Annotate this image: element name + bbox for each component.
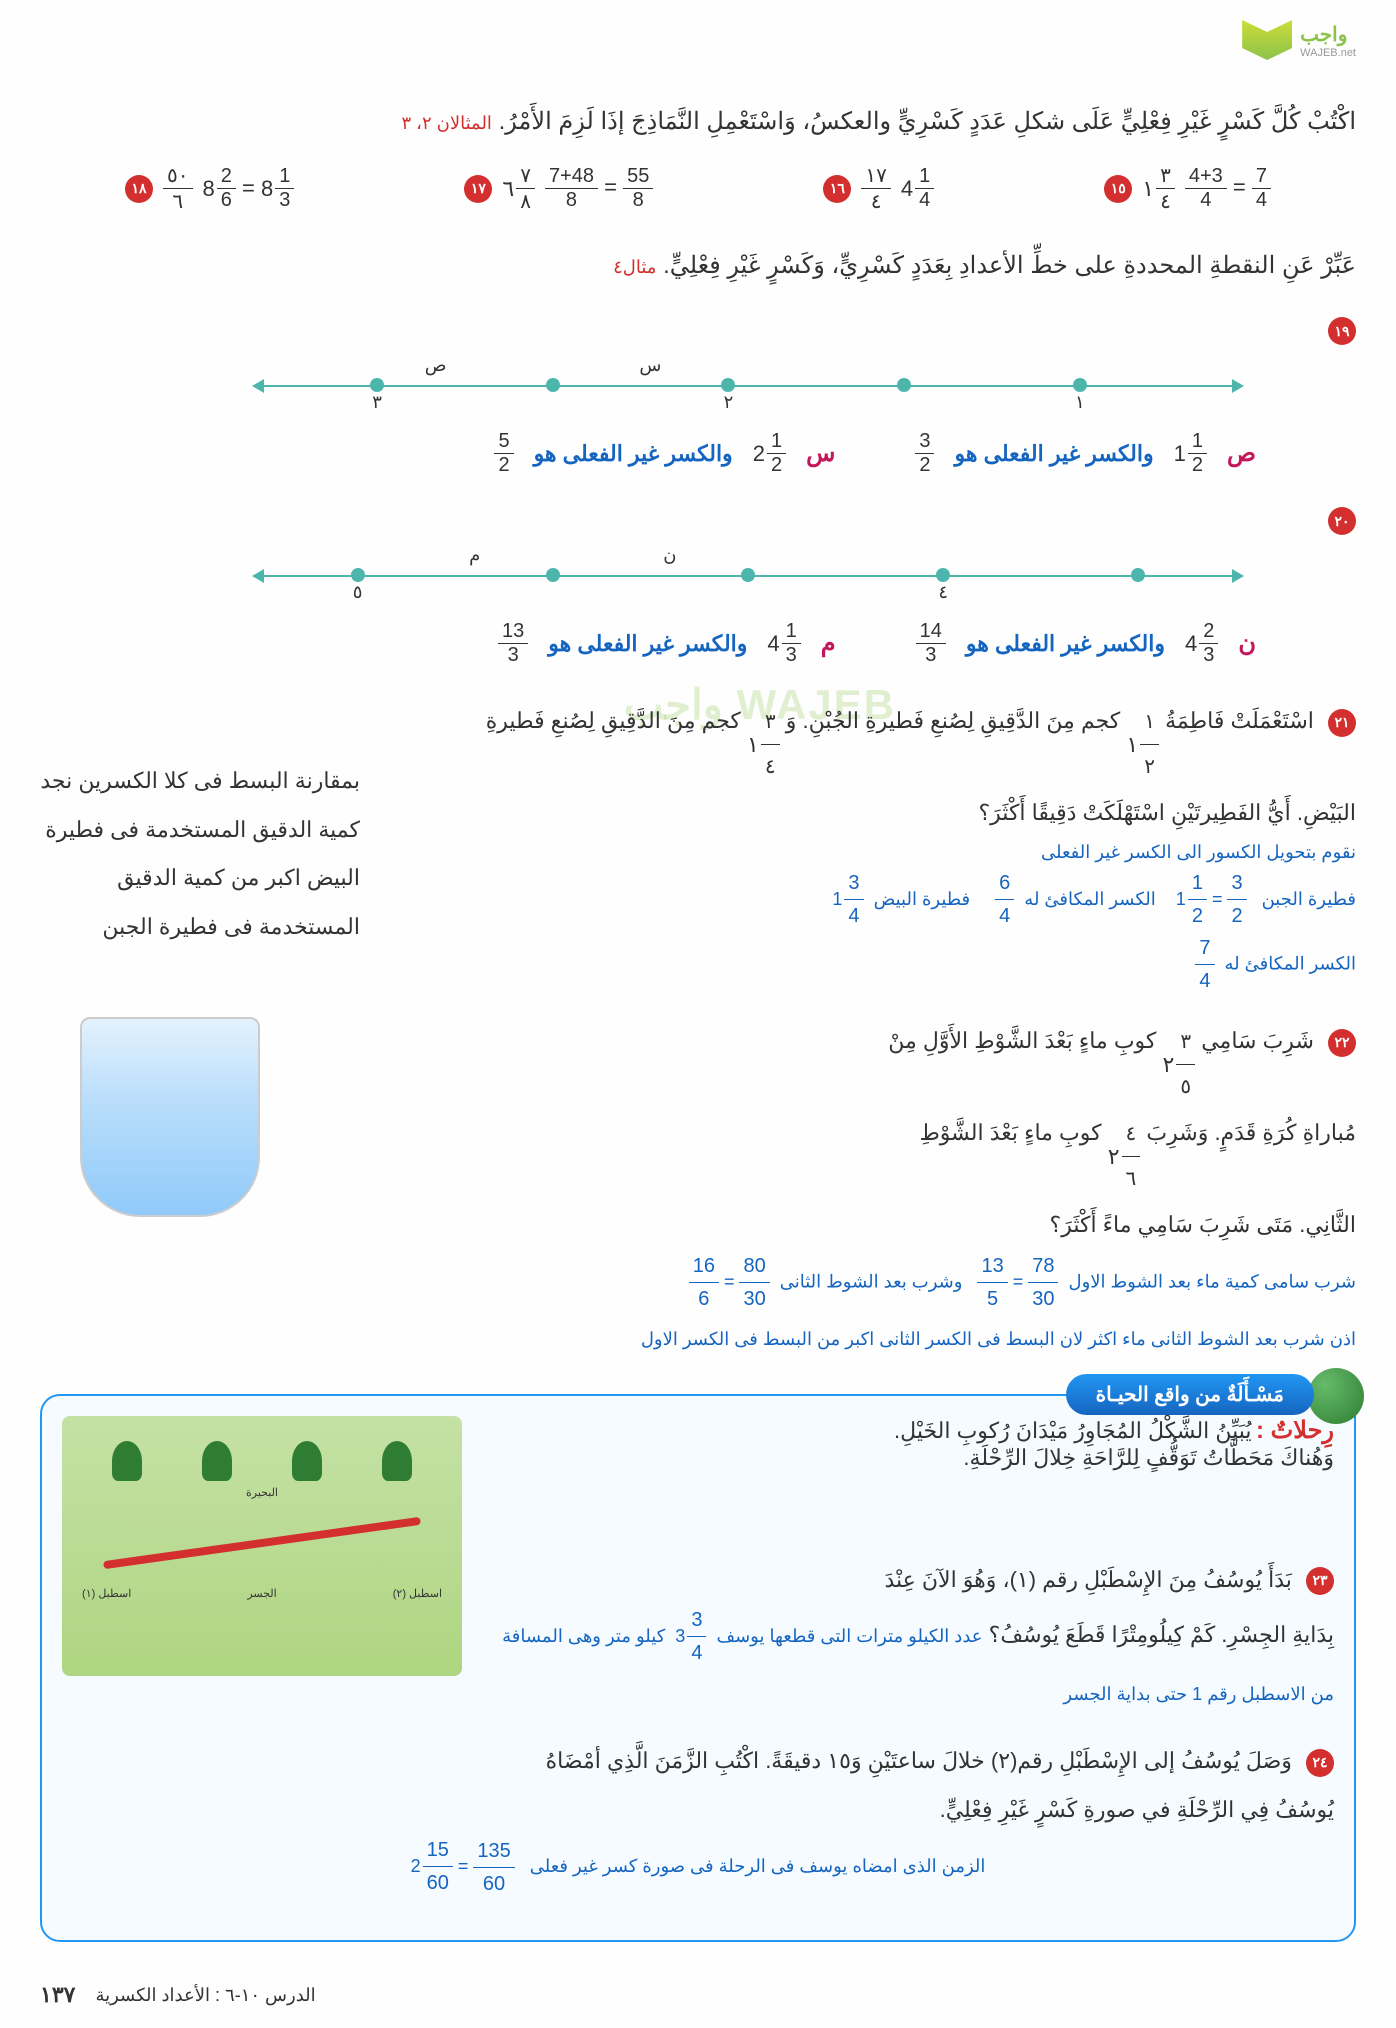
numberline-20-section: ٢٠ ن م ٤ ٥ ن 423 والكسر غير الفعلى هو 14…: [40, 507, 1356, 667]
numberline-19-section: ١٩ س ص ١ ٢ ٣ ص 112 والكسر غير الفعلى هو …: [40, 317, 1356, 477]
problem-16: ١٦ ١٧٤ 414: [823, 163, 934, 214]
problem-22: ٢٢ شَرِبَ سَامِي ٣٥٢ كوبِ ماءٍ بَعْدَ ال…: [40, 1017, 1356, 1353]
lesson-title: الدرس ١٠-٦ : الأعداد الكسرية: [95, 1985, 315, 2006]
site-logo: واجب WAJEB.net: [1242, 20, 1356, 60]
instr1-text: اكْتُبْ كُلَّ كَسْرٍ غَيْرِ فِعْلِيٍّ عَ…: [499, 108, 1356, 135]
bullet-15: ١٥: [1104, 175, 1132, 203]
answer-19: ص 112 والكسر غير الفعلى هو 32 س 212 والك…: [40, 430, 1356, 477]
bullet-16: ١٦: [823, 175, 851, 203]
rihlaat-intro: رِحلاتٌ : يُبَيِّنُ الشَّكْلُ المُجَاوِر…: [502, 1416, 1334, 1536]
problem-21: بمقارنة البسط فى كلا الكسرين نجد كمية ال…: [40, 697, 1356, 997]
bullet-22: ٢٢: [1328, 1029, 1356, 1057]
tree-icon: [112, 1441, 142, 1481]
problem-15: ١٥ ١٣٤ 4+34 = 74: [1104, 163, 1271, 214]
problem-24: ٢٤ وَصَلَ يُوسُفُ إلى الإِسْطَبْلِ رقم(٢…: [62, 1737, 1334, 1900]
tree-icon: [202, 1441, 232, 1481]
problems-row-1: ١٥ ١٣٤ 4+34 = 74 ١٦ ١٧٤ 414 ١٧ ٦٧٨ 7+488…: [40, 163, 1356, 214]
answer-20: ن 423 والكسر غير الفعلى هو 143 م 413 وال…: [40, 620, 1356, 667]
water-glass-image: [80, 1017, 260, 1217]
page-footer: ١٣٧ الدرس ١٠-٦ : الأعداد الكسرية: [40, 1982, 1356, 2008]
instruction-2: عَبِّرْ عَنِ النقطةِ المحددةِ على خطِّ ا…: [40, 244, 1356, 287]
bullet-17: ١٧: [464, 175, 492, 203]
problem-17: ١٧ ٦٧٨ 7+488 = 558: [464, 163, 653, 214]
instr2-text: عَبِّرْ عَنِ النقطةِ المحددةِ على خطِّ ا…: [663, 252, 1356, 279]
real-life-box: مَسْـأَلَةٌ من واقع الحيـاة البحيرة اسطب…: [40, 1394, 1356, 1942]
instruction-1: اكْتُبْ كُلَّ كَسْرٍ غَيْرِ فِعْلِيٍّ عَ…: [40, 100, 1356, 143]
numberline-20: ن م ٤ ٥: [260, 545, 1236, 605]
bullet-18: ١٨: [125, 175, 153, 203]
path-line: [103, 1516, 421, 1568]
bullet-20: ٢٠: [1328, 507, 1356, 535]
real-life-header: مَسْـأَلَةٌ من واقع الحيـاة: [1066, 1374, 1314, 1415]
bullet-23: ٢٣: [1306, 1567, 1334, 1595]
problem-18: ١٨ ٥٠٦ 826 = 813: [125, 163, 294, 214]
logo-name: واجب: [1300, 22, 1356, 47]
globe-icon: [1308, 1368, 1364, 1424]
page-number: ١٣٧: [40, 1982, 75, 2008]
problem-23: ٢٣ بَدَأَ يُوسُفُ مِنَ الإِسْطَبْلِ رقم …: [502, 1556, 1334, 1718]
p22-work: شرب سامى كمية ماء بعد الشوط الاول 135 = …: [300, 1250, 1356, 1315]
bullet-19: ١٩: [1328, 317, 1356, 345]
tree-icon: [382, 1441, 412, 1481]
instr2-ref: مثال٤: [613, 257, 656, 277]
p21-side-note: بمقارنة البسط فى كلا الكسرين نجد كمية ال…: [40, 757, 360, 951]
numberline-19: س ص ١ ٢ ٣: [260, 355, 1236, 415]
instr1-ref: المثالان ٢، ٣: [401, 113, 491, 133]
horse-riding-map: البحيرة اسطبل (٢) الجسر اسطبل (١): [62, 1416, 462, 1676]
tree-icon: [292, 1441, 322, 1481]
bullet-21: ٢١: [1328, 709, 1356, 737]
logo-sub: WAJEB.net: [1300, 47, 1356, 59]
bullet-24: ٢٤: [1306, 1749, 1334, 1777]
book-icon: [1242, 20, 1292, 60]
p22-conclusion: اذن شرب بعد الشوط الثانى ماء اكثر لان ال…: [40, 1325, 1356, 1354]
